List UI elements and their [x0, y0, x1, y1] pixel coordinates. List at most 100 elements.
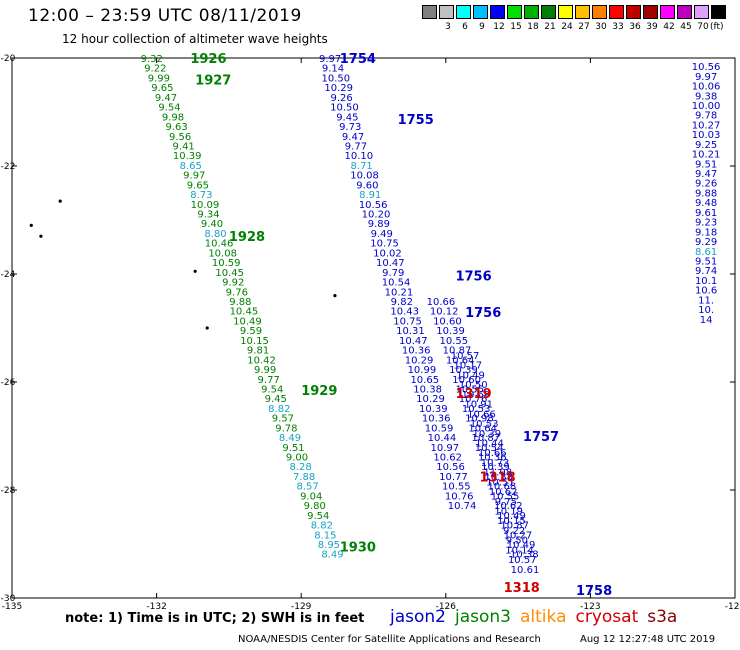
swh-value: 9.97 — [695, 72, 717, 83]
swh-value: 10.69 — [462, 390, 491, 401]
swh-value: 9.29 — [695, 237, 717, 248]
pass-label: 1756 — [455, 270, 491, 285]
swh-value: 9.99 — [254, 365, 276, 376]
swh-value: 8.61 — [695, 247, 717, 258]
swh-value: 10.54 — [382, 278, 411, 289]
swh-value: 10.87 — [472, 433, 501, 444]
swh-value: 10.00 — [692, 101, 721, 112]
sat-legend-jason3: jason3 — [455, 607, 511, 627]
swh-value: 9.61 — [695, 208, 717, 219]
swh-value: 9.54 — [158, 103, 180, 114]
swh-value: 10.68 — [488, 482, 517, 493]
swh-value: 10.65 — [410, 375, 439, 386]
swh-value: 10.73 — [481, 458, 510, 469]
legend-label: 39 — [646, 22, 658, 32]
swh-value: 9.88 — [695, 188, 717, 199]
swh-value: 9.54 — [261, 384, 283, 395]
legend-label: 45 — [680, 22, 692, 32]
swh-value: 10.50 — [459, 380, 488, 391]
swh-value: 10.39 — [419, 404, 448, 415]
swh-value: 10.38 — [413, 384, 442, 395]
footer-timestamp: Aug 12 12:27:48 UTC 2019 — [580, 634, 716, 645]
swh-value: 10.64 — [468, 423, 497, 434]
swh-value: 14 — [700, 315, 713, 326]
legend-swatch — [558, 5, 573, 19]
legend-swatch — [711, 5, 726, 19]
pass-label: 1755 — [398, 113, 434, 128]
swh-value: 10.43 — [390, 307, 419, 318]
swh-value: 9.22 — [144, 64, 166, 75]
swh-value: 10.38 — [484, 472, 513, 483]
swh-value: 10.76 — [445, 491, 474, 502]
swh-value: 9.26 — [330, 93, 352, 104]
footer-credit: NOAA/NESDIS Center for Satellite Applica… — [238, 634, 541, 645]
swh-value: 9.79 — [382, 268, 404, 279]
swh-value: 10.53 — [470, 419, 499, 430]
pass-label: 1754 — [340, 52, 376, 67]
swh-value: 8.82 — [268, 404, 290, 415]
legend-swatch — [422, 5, 437, 19]
swh-value: 9.89 — [368, 219, 390, 230]
legend-swatch — [694, 5, 709, 19]
swh-value: 10.62 — [489, 487, 518, 498]
island-marker — [477, 310, 482, 314]
legend-swatch — [524, 5, 539, 19]
swh-value: 10.47 — [376, 258, 405, 269]
swh-value: 10.47 — [399, 336, 428, 347]
swh-value: 10.02 — [373, 248, 402, 259]
island-marker — [29, 223, 33, 227]
page-subtitle: 12 hour collection of altimeter wave hei… — [62, 32, 328, 46]
swh-value: 10.14 — [505, 545, 534, 556]
swh-value: 8.49 — [279, 433, 301, 444]
legend-swatch — [541, 5, 556, 19]
swh-value: 10.17 — [453, 361, 482, 372]
swh-value: 9.92 — [222, 278, 244, 289]
swh-value: 10.87 — [500, 521, 529, 532]
swh-value: 10.29 — [405, 355, 434, 366]
swh-value: 9.59 — [240, 326, 262, 337]
swh-value: 9.65 — [151, 83, 173, 94]
swh-value: 10.06 — [692, 82, 721, 93]
legend-label: 27 — [578, 22, 590, 32]
swh-value: 10.36 — [422, 414, 451, 425]
swh-value: 9.97 — [319, 54, 341, 65]
y-tick-label: -22 — [1, 162, 16, 172]
pass-label: 1756 — [465, 306, 501, 321]
satellite-legend: jason2 jason3 altika cryosat s3a — [390, 607, 686, 627]
x-tick-label: -126 — [436, 602, 457, 612]
swh-value: 9.40 — [201, 219, 223, 230]
pass-label: 1318 — [504, 581, 540, 596]
swh-value: 10.38 — [510, 550, 539, 561]
swh-value: 9.63 — [165, 122, 187, 133]
swh-value: 10.31 — [396, 326, 425, 337]
swh-value: 9.88 — [229, 297, 251, 308]
sat-legend-altika: altika — [520, 607, 567, 627]
swh-value: 9.22 — [503, 526, 525, 537]
swh-value: 10.39 — [449, 365, 478, 376]
pass-label: 1318 — [480, 471, 516, 486]
swh-value: 10.55 — [491, 491, 520, 502]
swh-value: 10.08 — [350, 171, 379, 182]
legend-swatch — [643, 5, 658, 19]
island-marker — [39, 234, 43, 238]
legend-label: 42 — [663, 22, 675, 32]
swh-value: 9.65 — [187, 180, 209, 191]
legend-label: 18 — [527, 22, 539, 32]
swh-value: 10.64 — [446, 355, 475, 366]
swh-value: 9.51 — [282, 443, 304, 454]
island-marker — [205, 326, 209, 330]
swh-value: 9.82 — [391, 297, 413, 308]
swh-value: 11.08 — [483, 468, 512, 479]
swh-value: 10.56 — [692, 62, 721, 73]
legend-label: 36 — [629, 22, 641, 32]
swh-value: 10.29 — [416, 394, 445, 405]
swh-value: 9.38 — [695, 91, 717, 102]
swh-value: 10.15 — [240, 336, 269, 347]
page-title: 12:00 – 23:59 UTC 08/11/2019 — [28, 6, 302, 26]
swh-value: 9.32 — [141, 54, 163, 65]
swh-value: 10.27 — [504, 530, 533, 541]
swh-value: 9.50 — [506, 536, 528, 547]
swh-value: 9.77 — [345, 141, 367, 152]
swh-value: 8.49 — [321, 550, 343, 561]
sat-legend-cryosat: cryosat — [575, 607, 639, 627]
